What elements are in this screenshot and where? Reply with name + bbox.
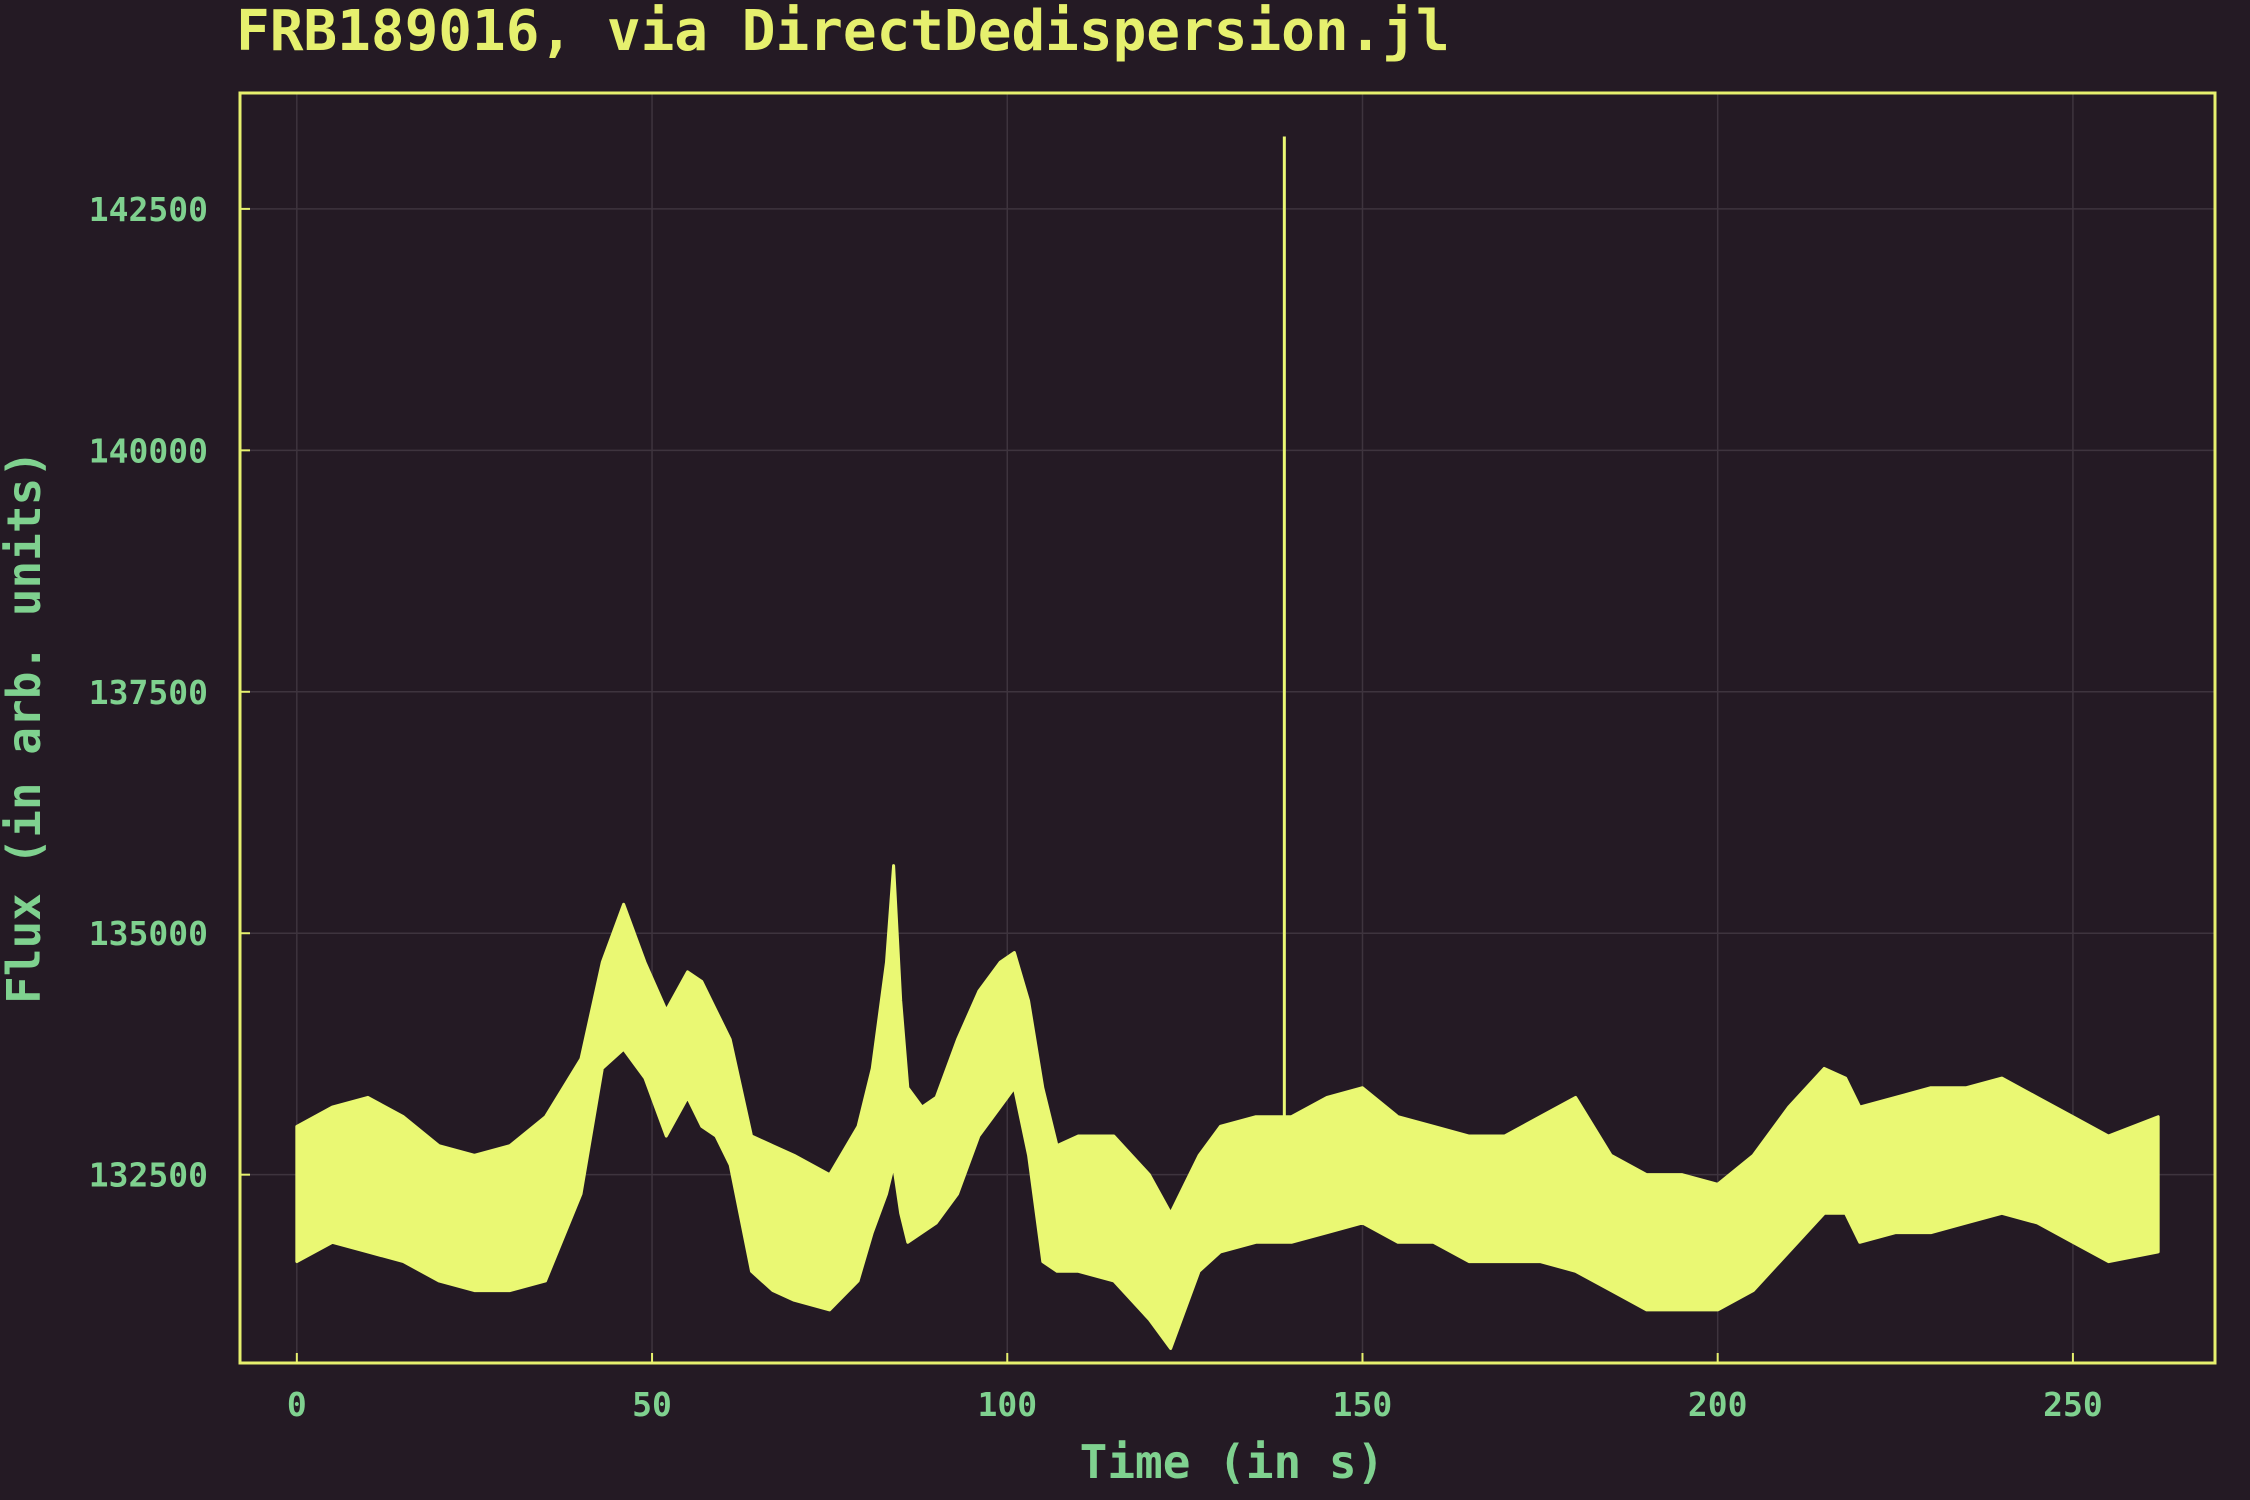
- y-tick-label: 140000: [89, 431, 208, 470]
- y-tick-label: 142500: [89, 190, 208, 229]
- y-tick-label: 137500: [89, 673, 208, 712]
- x-tick-label: 50: [632, 1385, 672, 1424]
- series-layer: [295, 136, 2160, 1351]
- chart-title: FRB189016, via DirectDedispersion.jl: [236, 0, 1450, 64]
- y-axis-label: Flux (in arb. units): [0, 450, 51, 1004]
- x-axis-label: Time (in s): [1080, 1435, 1385, 1489]
- x-tick-label: 200: [1688, 1385, 1748, 1424]
- y-tick-label: 132500: [89, 1156, 208, 1195]
- x-tick-label: 150: [1333, 1385, 1393, 1424]
- x-tick-label: 0: [287, 1385, 307, 1424]
- tick-layer: 0 50 100 150 200 250 132500 135000 137500 140000 1…: [89, 190, 2103, 1424]
- x-tick-label: 100: [977, 1385, 1037, 1424]
- plot-frame: [238, 91, 2217, 1365]
- flux-noise-band: [295, 864, 2160, 1351]
- y-tick-label: 135000: [89, 914, 208, 953]
- x-tick-label: 250: [2043, 1385, 2103, 1424]
